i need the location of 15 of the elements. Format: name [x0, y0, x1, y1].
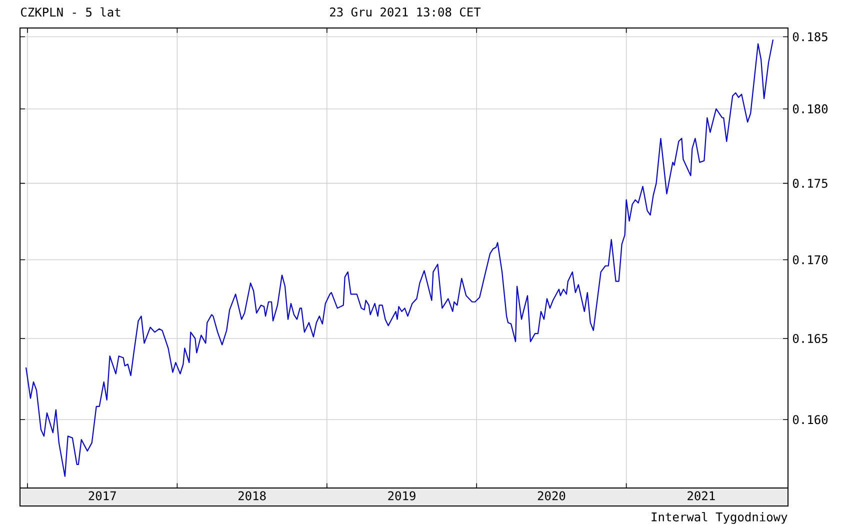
x-tick-label: 2020: [538, 491, 566, 500]
x-tick-label: 2019: [388, 491, 416, 500]
x-tick-label: 2021: [688, 491, 715, 500]
text: Interwal Tygodniowy: [652, 512, 788, 524]
chart-subtitle: 23 Gru 2021 13:08 CET: [330, 7, 481, 17]
y-tick-label: 0.170: [792, 255, 828, 264]
x-tick-label: 2018: [238, 491, 266, 500]
y-tick-label: 0.185: [792, 32, 828, 42]
y-tick-label: 0.160: [792, 415, 828, 424]
chart-title: CZKPLN - 5 lat: [21, 7, 120, 17]
line-series: [25, 39, 774, 477]
x-tick-label: 2017: [88, 491, 116, 500]
y-tick-label: 0.180: [792, 104, 828, 114]
y-tick-label: 0.175: [792, 178, 828, 188]
y-tick-label: 0.165: [792, 334, 828, 344]
